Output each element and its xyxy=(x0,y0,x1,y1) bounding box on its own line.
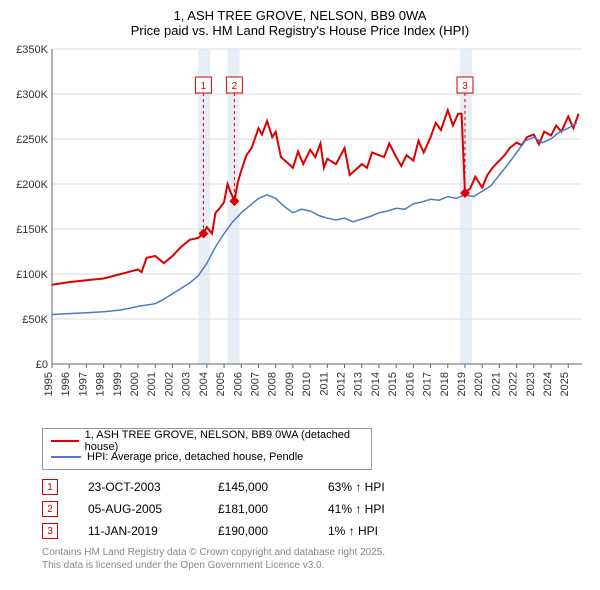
svg-text:2022: 2022 xyxy=(508,372,520,396)
legend-row-price-paid: 1, ASH TREE GROVE, NELSON, BB9 0WA (deta… xyxy=(51,433,363,449)
sale-hpi-delta: 1% ↑ HPI xyxy=(328,524,408,538)
footer-line1: Contains HM Land Registry data © Crown c… xyxy=(42,546,588,559)
svg-text:£250K: £250K xyxy=(16,134,48,146)
sale-date: 11-JAN-2019 xyxy=(88,524,188,538)
svg-text:2001: 2001 xyxy=(146,372,158,396)
svg-text:2008: 2008 xyxy=(267,372,279,396)
footer-attribution: Contains HM Land Registry data © Crown c… xyxy=(42,546,588,572)
svg-text:2017: 2017 xyxy=(422,372,434,396)
svg-text:2023: 2023 xyxy=(525,372,537,396)
legend-swatch-price-paid xyxy=(51,440,79,442)
sale-hpi-delta: 41% ↑ HPI xyxy=(328,502,408,516)
svg-text:£150K: £150K xyxy=(16,224,48,236)
svg-text:2009: 2009 xyxy=(284,372,296,396)
svg-text:2010: 2010 xyxy=(301,372,313,396)
sale-price: £181,000 xyxy=(218,502,298,516)
sale-row: 3 11-JAN-2019 £190,000 1% ↑ HPI xyxy=(42,520,588,542)
svg-text:2012: 2012 xyxy=(336,372,348,396)
svg-text:2020: 2020 xyxy=(473,372,485,396)
sale-marker-icon: 3 xyxy=(42,523,58,539)
svg-text:2024: 2024 xyxy=(542,372,554,396)
svg-text:£200K: £200K xyxy=(16,179,48,191)
svg-text:2002: 2002 xyxy=(163,372,175,396)
svg-text:£0: £0 xyxy=(36,359,48,371)
svg-text:3: 3 xyxy=(462,81,468,92)
svg-text:2014: 2014 xyxy=(370,372,382,396)
svg-text:1999: 1999 xyxy=(112,372,124,396)
svg-text:2003: 2003 xyxy=(181,372,193,396)
sale-price: £190,000 xyxy=(218,524,298,538)
chart-title-line1: 1, ASH TREE GROVE, NELSON, BB9 0WA xyxy=(12,8,588,23)
sale-row: 1 23-OCT-2003 £145,000 63% ↑ HPI xyxy=(42,476,588,498)
sale-marker-icon: 2 xyxy=(42,501,58,517)
svg-text:£300K: £300K xyxy=(16,89,48,101)
legend-swatch-hpi xyxy=(51,456,81,458)
svg-text:£350K: £350K xyxy=(16,44,48,56)
svg-text:2011: 2011 xyxy=(318,372,330,396)
sale-marker-icon: 1 xyxy=(42,479,58,495)
svg-text:2007: 2007 xyxy=(249,372,261,396)
svg-text:1998: 1998 xyxy=(95,372,107,396)
legend-label-hpi: HPI: Average price, detached house, Pend… xyxy=(87,451,303,463)
sale-date: 23-OCT-2003 xyxy=(88,480,188,494)
svg-text:£100K: £100K xyxy=(16,269,48,281)
sale-hpi-delta: 63% ↑ HPI xyxy=(328,480,408,494)
svg-text:2016: 2016 xyxy=(404,372,416,396)
legend-label-price-paid: 1, ASH TREE GROVE, NELSON, BB9 0WA (deta… xyxy=(85,429,363,453)
sale-date: 05-AUG-2005 xyxy=(88,502,188,516)
svg-text:2006: 2006 xyxy=(232,372,244,396)
sales-table: 1 23-OCT-2003 £145,000 63% ↑ HPI 2 05-AUG-200… xyxy=(42,476,588,542)
svg-text:1995: 1995 xyxy=(43,372,55,396)
svg-text:1: 1 xyxy=(201,81,207,92)
svg-text:2: 2 xyxy=(232,81,238,92)
svg-text:2013: 2013 xyxy=(353,372,365,396)
sale-price: £145,000 xyxy=(218,480,298,494)
svg-text:2021: 2021 xyxy=(490,372,502,396)
chart-title-line2: Price paid vs. HM Land Registry's House … xyxy=(12,23,588,38)
svg-text:2005: 2005 xyxy=(215,372,227,396)
svg-text:1996: 1996 xyxy=(60,372,72,396)
svg-text:£50K: £50K xyxy=(22,314,48,326)
legend-box: 1, ASH TREE GROVE, NELSON, BB9 0WA (deta… xyxy=(42,428,372,470)
line-chart-svg: £0 £50K £100K £150K £200K £250K £300K £350K 1995… xyxy=(12,44,588,424)
chart-container: 1, ASH TREE GROVE, NELSON, BB9 0WA Price… xyxy=(0,0,600,590)
svg-text:2019: 2019 xyxy=(456,372,468,396)
svg-text:2018: 2018 xyxy=(439,372,451,396)
chart-plot-area: £0 £50K £100K £150K £200K £250K £300K £350K 1995… xyxy=(12,44,588,424)
svg-text:1997: 1997 xyxy=(77,372,89,396)
svg-text:2004: 2004 xyxy=(198,372,210,396)
svg-text:2015: 2015 xyxy=(387,372,399,396)
svg-text:2000: 2000 xyxy=(129,372,141,396)
svg-text:2025: 2025 xyxy=(559,372,571,396)
sale-row: 2 05-AUG-2005 £181,000 41% ↑ HPI xyxy=(42,498,588,520)
footer-line2: This data is licensed under the Open Gov… xyxy=(42,559,588,572)
